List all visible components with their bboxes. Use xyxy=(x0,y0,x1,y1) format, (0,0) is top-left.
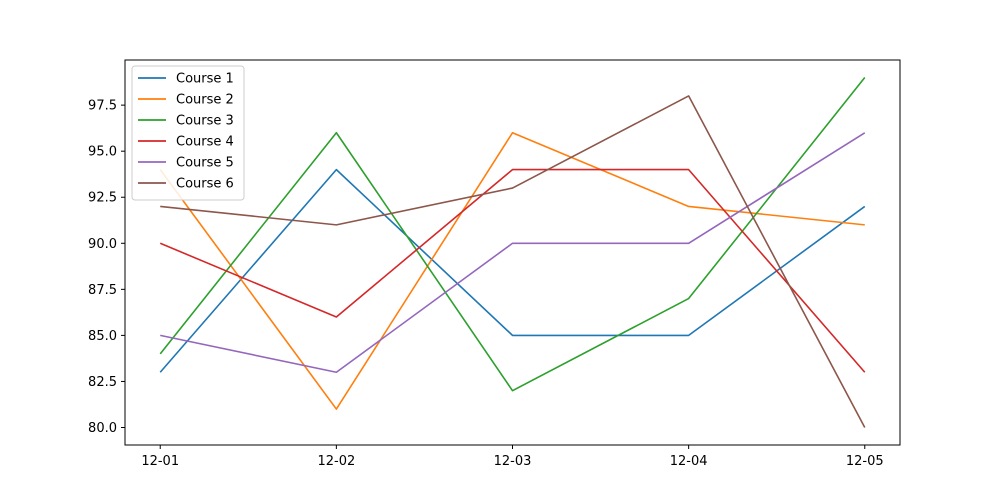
legend-label-course-6: Course 6 xyxy=(176,177,234,192)
y-tick-label: 92.5 xyxy=(88,191,117,206)
y-tick-label: 80.0 xyxy=(88,421,117,436)
y-tick-label: 82.5 xyxy=(88,375,117,390)
y-tick-label: 90.0 xyxy=(88,237,117,252)
legend-label-course-4: Course 4 xyxy=(176,135,234,150)
y-tick-label: 97.5 xyxy=(88,99,117,114)
legend-label-course-3: Course 3 xyxy=(176,114,234,129)
x-tick-label: 12-01 xyxy=(141,454,179,469)
legend-label-course-1: Course 1 xyxy=(176,72,234,87)
y-tick-label: 87.5 xyxy=(88,283,117,298)
legend: Course 1 Course 2 Course 3 Course 4 Course 5… xyxy=(131,65,245,201)
y-tick-label: 95.0 xyxy=(88,145,117,160)
x-tick-label: 12-04 xyxy=(670,454,708,469)
axes: 12-01 12-02 12-03 12-04 12-05 80.0 82.5 85.0 87.… xyxy=(88,59,901,469)
x-tick-label: 12-03 xyxy=(494,454,532,469)
legend-label-course-5: Course 5 xyxy=(176,156,234,171)
plot-area xyxy=(159,77,866,428)
series-line-course-6 xyxy=(160,95,866,428)
x-tick-label: 12-02 xyxy=(317,454,355,469)
series-line-course-3 xyxy=(159,77,866,392)
series-line-course-4 xyxy=(159,168,866,373)
series-line-course-2 xyxy=(159,131,865,410)
series-line-course-1 xyxy=(159,168,866,373)
x-tick-label: 12-05 xyxy=(846,454,884,469)
series-line-course-5 xyxy=(160,132,866,374)
legend-label-course-2: Course 2 xyxy=(176,93,234,108)
y-tick-label: 85.0 xyxy=(88,329,117,344)
